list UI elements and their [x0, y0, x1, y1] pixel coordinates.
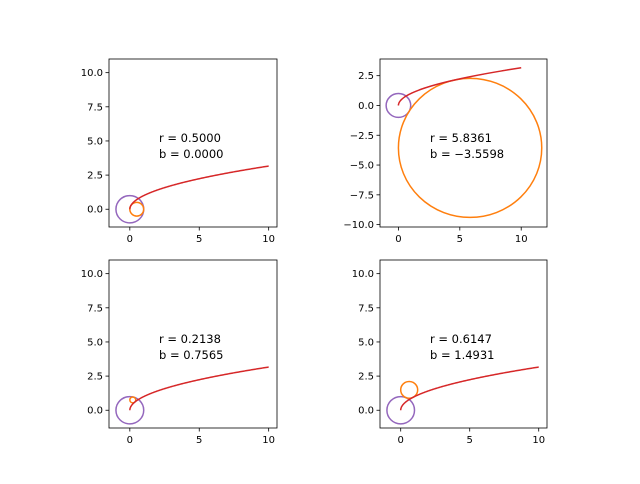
sqrt-curve [397, 67, 522, 106]
y-tick-label: 5.0 [87, 136, 103, 147]
y-tick-label: 10.0 [81, 269, 103, 280]
y-tick-label: 2.5 [358, 71, 374, 82]
plot-area [115, 165, 269, 224]
b-annotation: b = −3.5598 [430, 147, 504, 161]
x-tick-label: 0 [127, 234, 133, 245]
subplot-4: r = 0.6147 b = 1.4931 0 5 10 0.0 2.5 5.0 7.5 10… [352, 259, 548, 446]
y-tick-label: 0.0 [358, 101, 374, 112]
subplot-3: r = 0.2138 b = 0.7565 0 5 10 0.0 2.5 5.0 7.5 10… [81, 259, 278, 446]
x-tick-label: 5 [196, 234, 202, 245]
unit-circle [386, 395, 416, 425]
y-tick-label: 10.0 [352, 269, 374, 280]
axes-frame [108, 58, 278, 228]
y-tick-label: 2.5 [87, 171, 103, 182]
r-annotation: r = 5.8361 [430, 131, 492, 145]
y-tick-label: −2.5 [350, 131, 374, 142]
y-tick-label: −10.0 [343, 220, 374, 231]
r-annotation: r = 0.5000 [159, 131, 221, 145]
fitted-circle [397, 77, 543, 219]
sqrt-curve [129, 366, 269, 411]
unit-circle [385, 92, 412, 119]
sqrt-curve [399, 366, 539, 411]
axes-frame [108, 259, 278, 429]
y-tick-label: 0.0 [87, 406, 103, 417]
axes-frame [379, 259, 548, 429]
y-tick-label: 5.0 [87, 337, 103, 348]
x-tick-label: 10 [532, 435, 545, 446]
x-tick-label: 10 [262, 234, 275, 245]
plot-area [386, 366, 539, 425]
y-tick-label: 7.5 [87, 102, 103, 113]
x-tick-label: 10 [515, 234, 528, 245]
unit-circle [115, 395, 145, 425]
fitted-circle [129, 396, 137, 404]
y-tick-label: 7.5 [358, 303, 374, 314]
subplot-1: r = 0.5000 b = 0.0000 0 5 10 0.0 2.5 5.0 7.5 10… [81, 58, 278, 245]
x-tick-label: 10 [262, 435, 275, 446]
plot-area [385, 67, 543, 219]
plot-area [115, 366, 269, 425]
fitted-circle [399, 380, 419, 399]
r-annotation: r = 0.6147 [430, 332, 492, 346]
r-annotation: r = 0.2138 [159, 332, 221, 346]
x-tick-label: 5 [457, 234, 463, 245]
b-annotation: b = 0.7565 [159, 348, 224, 362]
y-tick-label: 0.0 [87, 205, 103, 216]
y-tick-label: 5.0 [358, 337, 374, 348]
subplot-2: r = 5.8361 b = −3.5598 0 5 10 2.5 0.0 −2.5 −5.… [343, 58, 548, 245]
b-annotation: b = 1.4931 [430, 348, 495, 362]
fitted-circle [129, 201, 145, 217]
x-tick-label: 5 [196, 435, 202, 446]
x-tick-label: 0 [395, 234, 401, 245]
y-tick-label: −7.5 [350, 190, 374, 201]
y-tick-label: 10.0 [81, 68, 103, 79]
y-tick-label: 7.5 [87, 303, 103, 314]
x-tick-label: 0 [398, 435, 404, 446]
y-tick-label: 0.0 [358, 406, 374, 417]
sqrt-curve [129, 165, 269, 210]
y-tick-label: 2.5 [87, 372, 103, 383]
y-tick-label: −5.0 [350, 161, 374, 172]
b-annotation: b = 0.0000 [159, 147, 224, 161]
x-tick-label: 0 [127, 435, 133, 446]
y-tick-label: 2.5 [358, 372, 374, 383]
x-tick-label: 5 [467, 435, 473, 446]
axes-frame [379, 58, 548, 228]
